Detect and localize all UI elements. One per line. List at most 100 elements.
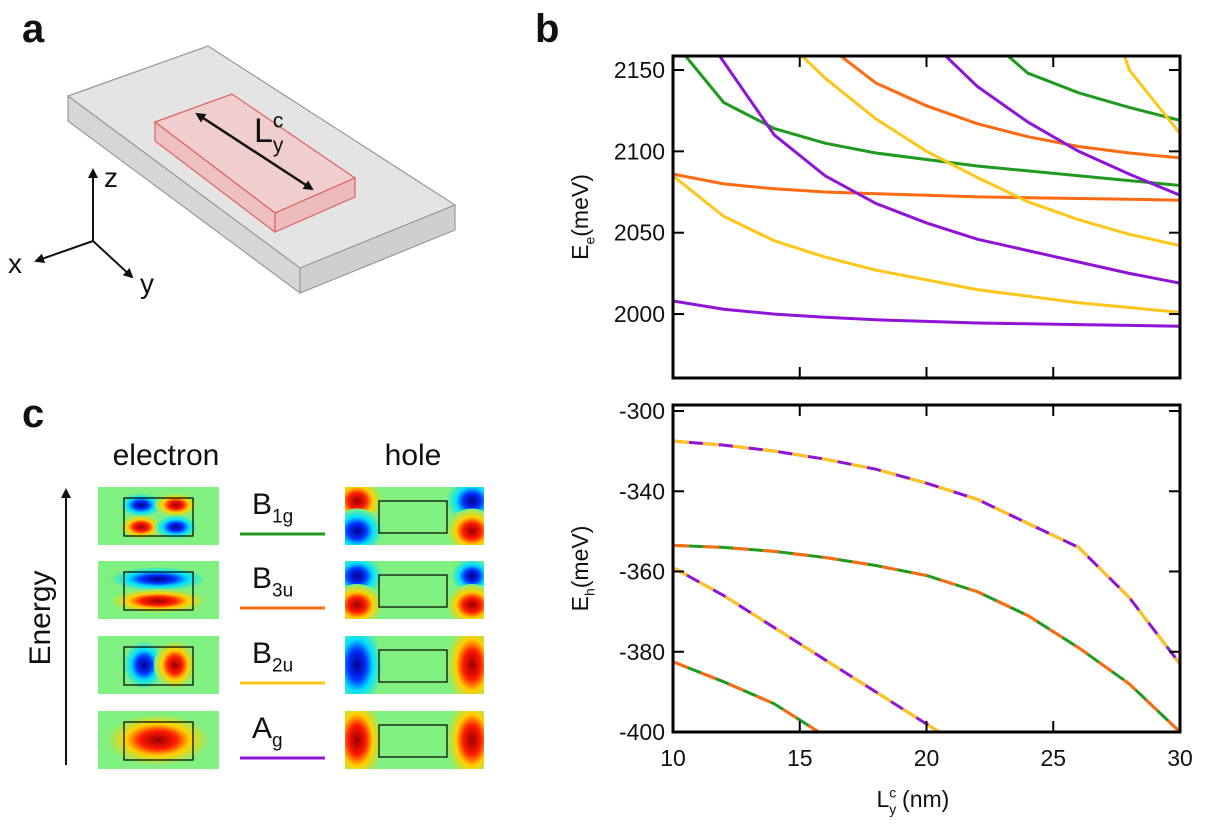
map-blob [345, 711, 383, 769]
map-blob [120, 493, 162, 517]
axis-letter: z [104, 162, 118, 193]
x-tick-label: 30 [1167, 745, 1193, 771]
wavefunction-map [345, 487, 484, 545]
map-blob [446, 508, 484, 545]
y-axis-label: Ee(meV) [567, 174, 597, 260]
wavefunction-map [98, 561, 219, 619]
y-tick-label: -380 [619, 639, 665, 665]
plot-area [673, 439, 1180, 732]
x-tick-label: 25 [1040, 745, 1066, 771]
core-outline [123, 497, 194, 537]
state-label: B1g [252, 488, 293, 527]
length-label: Lc y [254, 110, 284, 157]
map-blob [446, 636, 484, 694]
wavefunction-map [98, 636, 219, 694]
wavefunction-map [345, 711, 484, 769]
label-sub: y [273, 134, 284, 157]
label-base: B [252, 637, 272, 670]
x-tick-label: 20 [914, 745, 940, 771]
label-base: L [877, 786, 890, 812]
map-blobs [345, 636, 484, 694]
label-base: B [252, 562, 272, 595]
panel-label: b [535, 7, 559, 51]
wavefunction-map [98, 711, 219, 769]
panel-label: a [22, 7, 45, 51]
y-tick-label: 2000 [614, 301, 665, 327]
y-tick-label: -340 [619, 478, 665, 504]
series-line [1005, 56, 1180, 122]
series-line-dash [673, 566, 942, 732]
map-blob [155, 493, 197, 517]
label-sup: c [889, 784, 896, 800]
series-line [673, 174, 1180, 314]
series-line [717, 56, 1180, 285]
core-outline [378, 574, 448, 608]
state-label: B3u [252, 562, 293, 601]
y-tick-label: 2150 [614, 57, 665, 83]
label-sup: c [273, 110, 284, 133]
map-bg [98, 487, 219, 545]
axis-letter: y [140, 268, 154, 299]
series-line [1122, 56, 1180, 135]
series-line-dash [673, 660, 822, 732]
map-blob [446, 584, 484, 619]
series-line [673, 439, 1180, 665]
map-blobs [123, 641, 196, 689]
core-outline [378, 500, 448, 534]
wavefunction-map [345, 636, 484, 694]
state-label: Ag [252, 712, 283, 751]
label-sub: y [889, 801, 896, 817]
state-label: B2u [252, 637, 293, 676]
series-line [673, 172, 1180, 202]
map-blob [345, 636, 383, 694]
core-outline [123, 721, 194, 761]
map-blobs [110, 567, 206, 613]
map-blobs [107, 714, 209, 766]
map-blob [110, 567, 206, 591]
map-blob [446, 711, 484, 769]
label-sub: g [272, 730, 283, 751]
y-tick-label: 2050 [614, 220, 665, 246]
core-outline [123, 571, 194, 611]
energy-label: Energy [24, 570, 57, 665]
core-outline [123, 646, 194, 686]
label-unit: (nm) [902, 786, 949, 812]
map-blob [154, 641, 196, 689]
slab [66, 45, 457, 295]
map-blobs [345, 487, 484, 545]
label-base: L [254, 112, 273, 150]
map-blobs [120, 493, 197, 539]
y-tick-label: -300 [619, 398, 665, 424]
map-blob [120, 515, 162, 539]
x-axis-label: Lc y (nm) [877, 784, 950, 817]
map-blob [107, 714, 209, 766]
column-header: electron [113, 439, 220, 472]
axes-triad [34, 168, 134, 279]
plot-area [673, 56, 1180, 328]
series-line [838, 56, 1180, 160]
core-outline [378, 649, 448, 683]
y-tick-label: -360 [619, 559, 665, 585]
label-sub: 2u [272, 655, 293, 676]
plot-frame [671, 403, 1182, 734]
wavefunctions [98, 487, 484, 769]
series-line-dash [673, 439, 1180, 665]
label-sub: e [581, 237, 597, 245]
label-unit: (meV) [567, 526, 593, 589]
map-blob [123, 641, 165, 689]
series-line-dash [673, 543, 1180, 732]
series-line [683, 56, 1180, 187]
series-line [799, 56, 1180, 248]
x-tick-label: 10 [660, 745, 686, 771]
label-unit: (meV) [567, 174, 593, 237]
map-blob [110, 589, 206, 613]
label-sub: h [581, 588, 597, 596]
label-base: A [252, 712, 272, 745]
label-base: E [567, 596, 593, 611]
label-base: B [252, 488, 272, 521]
series-line [673, 660, 822, 732]
column-header: hole [385, 439, 442, 472]
y-axis-label: Eh(meV) [567, 526, 597, 612]
